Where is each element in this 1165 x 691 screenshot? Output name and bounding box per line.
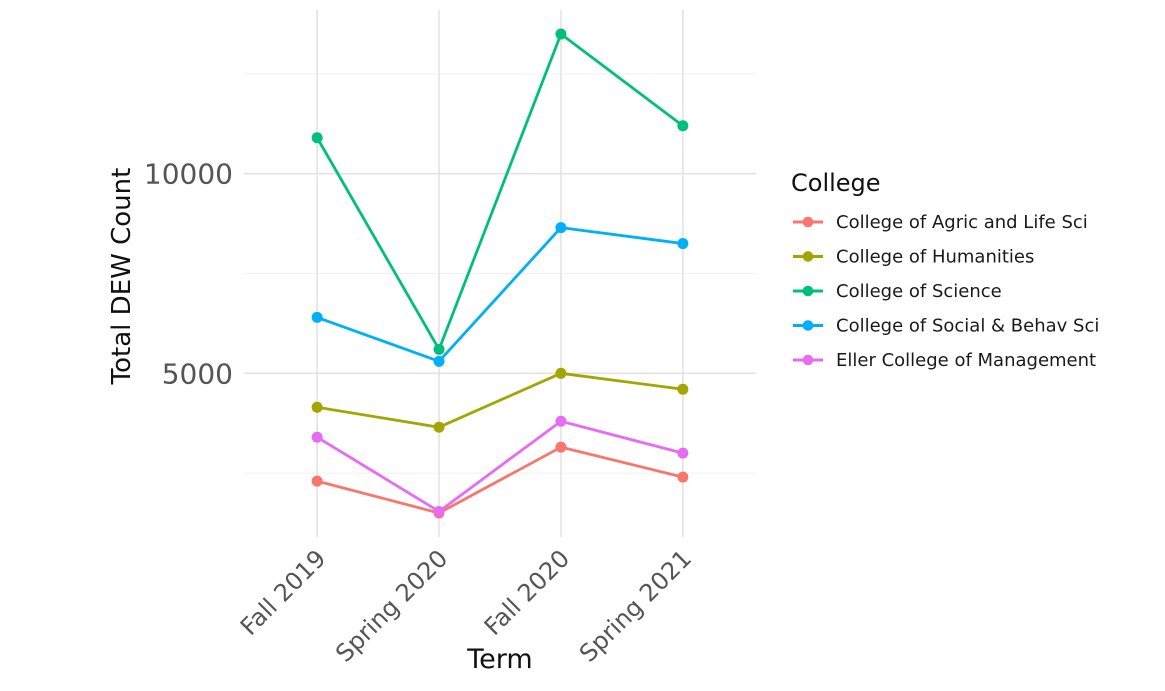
series-point — [555, 222, 567, 234]
legend-swatch-dot — [802, 251, 814, 262]
y-tick-label: 10000 — [144, 158, 233, 191]
legend-item: College of Humanities — [793, 247, 1034, 268]
series-point — [433, 343, 445, 355]
legend-item-label: College of Science — [836, 281, 1002, 302]
legend: College of Agric and Life Sci College of … — [793, 212, 1099, 371]
series-line — [315, 226, 685, 363]
y-tick-labels: 5000 10000 — [144, 158, 233, 391]
series-point — [555, 441, 567, 453]
series-point — [555, 415, 567, 427]
series-point — [433, 355, 445, 367]
series-point — [677, 447, 689, 459]
series-point — [311, 311, 323, 323]
legend-item: College of Social & Behav Sci — [793, 316, 1099, 337]
legend-item-label: College of Agric and Life Sci — [836, 212, 1088, 233]
series-point — [555, 367, 567, 379]
series-point — [677, 471, 689, 483]
series-line — [315, 371, 685, 429]
y-tick-label: 5000 — [162, 357, 233, 390]
legend-item-label: Eller College of Management — [836, 350, 1096, 371]
series-line — [315, 419, 685, 513]
x-tick-label: Fall 2020 — [479, 544, 575, 640]
legend-title: College — [791, 169, 881, 197]
legend-item: College of Agric and Life Sci — [793, 212, 1088, 233]
legend-swatch-dot — [802, 320, 814, 331]
series-line — [315, 32, 685, 351]
series-point — [433, 421, 445, 433]
x-tick-label: Spring 2020 — [330, 544, 453, 667]
series-point — [677, 238, 689, 250]
x-tick-label: Spring 2021 — [574, 544, 697, 667]
legend-item: College of Science — [793, 281, 1002, 302]
series-point — [677, 383, 689, 395]
series-point — [311, 132, 323, 144]
series-point — [311, 475, 323, 487]
series-point — [677, 120, 689, 132]
legend-swatch-dot — [802, 216, 814, 228]
x-tick-label: Fall 2019 — [235, 544, 331, 640]
legend-swatch-dot — [802, 285, 814, 297]
legend-item-label: College of Social & Behav Sci — [836, 316, 1099, 337]
legend-item: Eller College of Management — [793, 350, 1096, 371]
y-axis-title: Total DEW Count — [107, 168, 137, 386]
legend-item-label: College of Humanities — [836, 247, 1034, 268]
series-point — [311, 401, 323, 413]
series-line — [315, 445, 685, 515]
series-layer — [311, 28, 689, 519]
series-point — [311, 431, 323, 443]
legend-swatch-dot — [802, 354, 814, 366]
series-point — [555, 28, 567, 40]
series-point — [433, 505, 445, 517]
x-axis-title: Term — [466, 644, 532, 675]
